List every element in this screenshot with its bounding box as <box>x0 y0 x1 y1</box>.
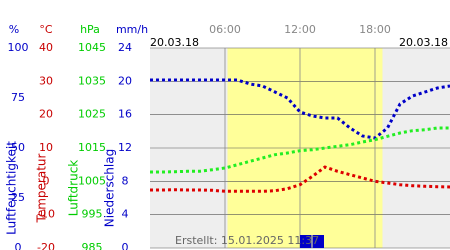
y-tick-label: 1015 <box>78 141 106 154</box>
y-tick-label: 10 <box>39 141 53 154</box>
series-line <box>150 78 450 140</box>
y-tick-label: 995 <box>82 208 103 221</box>
axis-unit: hPa <box>80 23 100 36</box>
y-tick-label: 20 <box>118 74 132 87</box>
y-tick-label: 1025 <box>78 108 106 121</box>
y-tick-label: -20 <box>37 241 55 250</box>
y-tick-label: 20 <box>39 108 53 121</box>
y-tick-label: 8 <box>122 174 129 187</box>
y-tick-label: 4 <box>122 208 129 221</box>
series-line <box>150 126 450 174</box>
axis-unit: °C <box>39 23 53 36</box>
y-tick-label: 1045 <box>78 41 106 54</box>
y-tick-label: 40 <box>39 41 53 54</box>
axis-unit: % <box>9 23 19 36</box>
axis-unit: mm/h <box>116 23 148 36</box>
y-tick-label: 1035 <box>78 74 106 87</box>
y-tick-label: 25 <box>11 191 25 204</box>
x-tick-label: 12:00 <box>284 23 316 36</box>
x-tick-label: 18:00 <box>359 23 391 36</box>
precip-bar <box>312 235 324 248</box>
y-tick-label: -10 <box>37 208 55 221</box>
axis-label: Niederschlag <box>103 149 117 227</box>
y-tick-label: 0 <box>15 241 22 250</box>
footer: Erstellt: 15.01.2025 11:37 <box>175 234 319 247</box>
precip-bar <box>300 235 312 248</box>
y-tick-label: 0 <box>43 174 50 187</box>
axis-label: Temperatur <box>35 153 49 223</box>
y-tick-label: 100 <box>8 41 29 54</box>
y-tick-label: 12 <box>118 141 132 154</box>
x-tick-label: 06:00 <box>209 23 241 36</box>
date-left: 20.03.18 <box>150 36 199 49</box>
y-tick-label: 75 <box>11 91 25 104</box>
y-tick-label: 0 <box>122 241 129 250</box>
axis-label: Luftfeuchtigkeit <box>5 141 19 235</box>
series-line <box>150 165 450 193</box>
y-tick-label: 24 <box>118 41 132 54</box>
y-tick-label: 30 <box>39 74 53 87</box>
y-tick-label: 50 <box>11 141 25 154</box>
date-right: 20.03.18 <box>399 36 448 49</box>
y-tick-label: 16 <box>118 108 132 121</box>
axis-label: Luftdruck <box>67 160 81 217</box>
y-tick-label: 985 <box>82 241 103 250</box>
y-tick-label: 1005 <box>78 174 106 187</box>
